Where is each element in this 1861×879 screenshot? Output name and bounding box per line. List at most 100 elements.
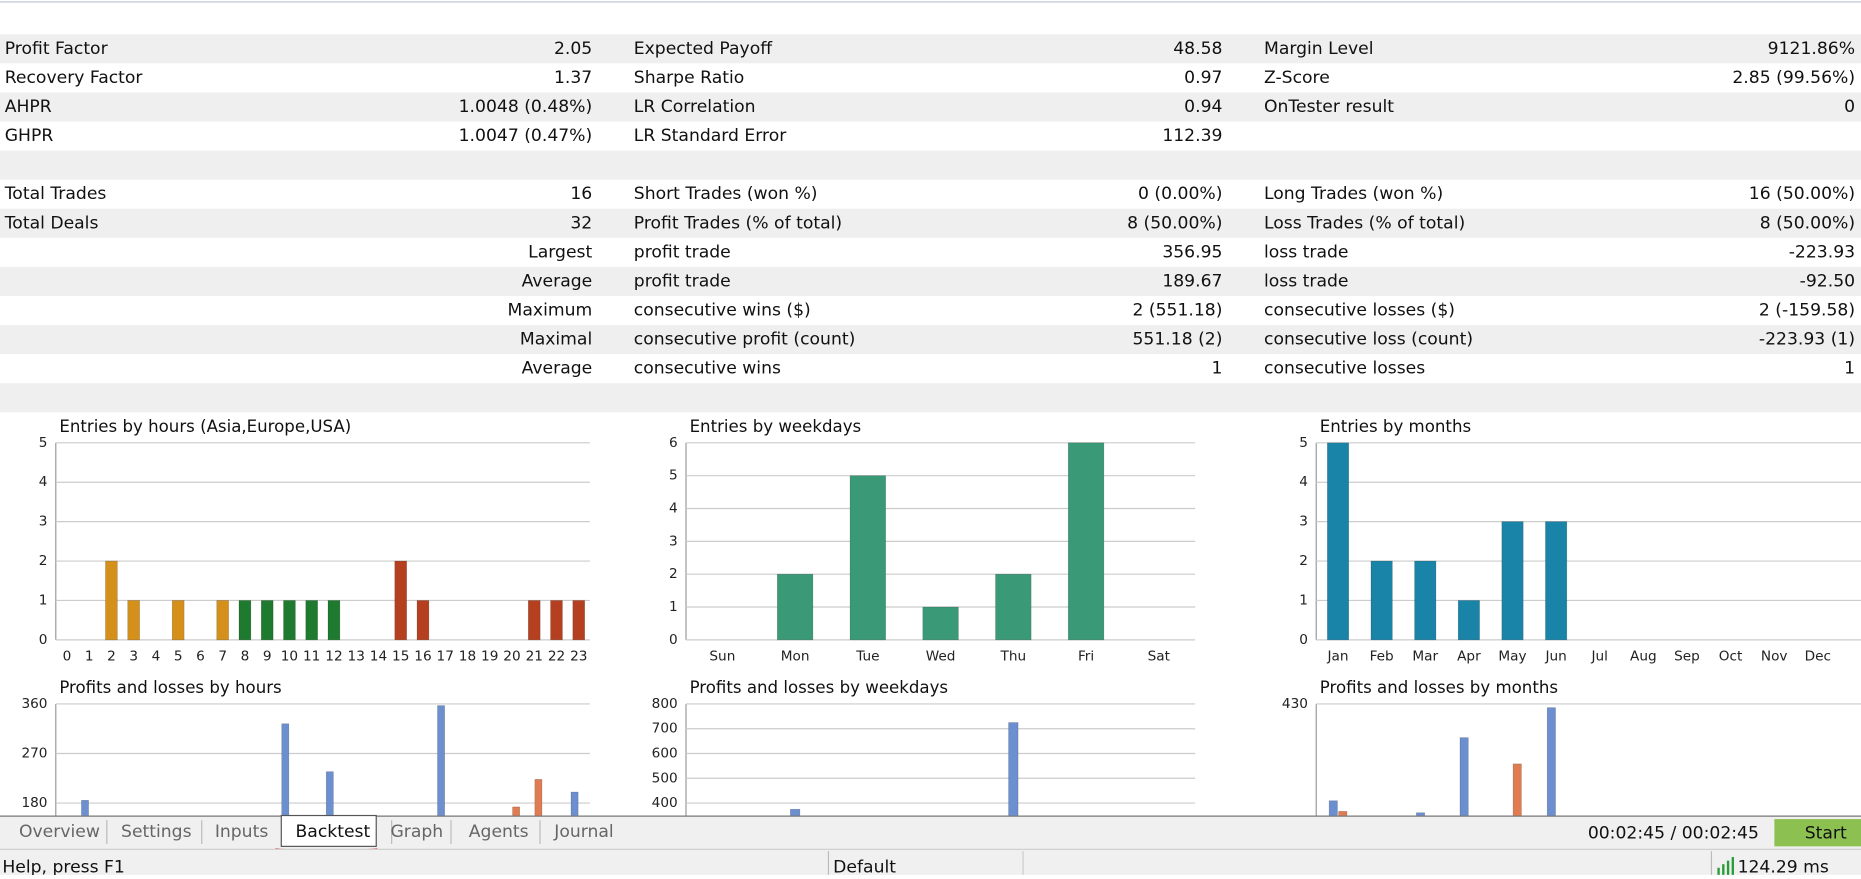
tab-label[interactable]: Overview xyxy=(19,822,100,842)
stat-cell: profit trade xyxy=(634,271,731,291)
bar xyxy=(1414,560,1437,641)
stat-cell: 1 xyxy=(1212,359,1223,379)
stat-cell: 9121.86% xyxy=(1768,39,1855,59)
x-tick-label: 8 xyxy=(241,648,250,664)
stat-cell: Margin Level xyxy=(1264,39,1374,59)
y-tick-label: 3 xyxy=(39,514,48,530)
stat-cell: Largest xyxy=(528,242,592,262)
y-tick-label: 3 xyxy=(1299,514,1308,530)
x-tick-label: Sun xyxy=(709,648,735,664)
chart: 400 500 600 700 800 xyxy=(652,696,1196,816)
bar xyxy=(105,560,118,641)
bar xyxy=(1327,442,1350,641)
y-tick-label: 500 xyxy=(652,770,678,786)
y-tick-label: 0 xyxy=(669,632,678,648)
stat-cell: 16 xyxy=(570,184,592,204)
x-tick-label: Wed xyxy=(926,648,956,664)
stat-cell: 1.37 xyxy=(554,68,592,88)
bar xyxy=(283,600,296,641)
tab-label[interactable]: Journal xyxy=(553,822,613,842)
stat-cell: Recovery Factor xyxy=(5,68,144,88)
bar xyxy=(416,600,430,641)
stat-cell: Maximum xyxy=(508,301,593,321)
x-tick-label: 14 xyxy=(370,648,387,664)
stat-cell: Average xyxy=(522,359,593,379)
x-tick-label: Aug xyxy=(1630,648,1657,664)
bar xyxy=(1067,442,1105,641)
stat-cell: 48.58 xyxy=(1173,39,1222,59)
x-tick-label: 22 xyxy=(548,648,565,664)
x-tick-label: 23 xyxy=(570,648,587,664)
y-tick-label: 5 xyxy=(1299,435,1308,451)
x-tick-label: 12 xyxy=(325,648,342,664)
x-tick-label: 2 xyxy=(107,648,116,664)
bar xyxy=(437,705,445,816)
bar xyxy=(1328,800,1338,816)
row-background xyxy=(0,383,1861,413)
bar xyxy=(570,791,579,816)
x-tick-label: Oct xyxy=(1719,648,1743,664)
stat-cell: LR Correlation xyxy=(634,97,756,117)
y-tick-label: 180 xyxy=(21,795,47,811)
y-tick-label: 4 xyxy=(1299,474,1308,490)
bar xyxy=(1008,722,1019,816)
tab-label[interactable]: Settings xyxy=(121,822,192,842)
stat-cell: OnTester result xyxy=(1264,97,1394,117)
tab-label[interactable]: Inputs xyxy=(215,822,269,842)
y-tick-label: 3 xyxy=(669,533,678,549)
x-tick-label: Apr xyxy=(1457,648,1481,664)
active-tab xyxy=(280,814,377,847)
chart-title: Profits and losses by months xyxy=(1320,678,1558,697)
start-button[interactable] xyxy=(1774,819,1861,847)
tab-label[interactable]: Backtest xyxy=(296,822,371,842)
stat-cell: 0 xyxy=(1844,97,1855,117)
x-tick-label: 5 xyxy=(174,648,183,664)
stat-cell: Profit Factor xyxy=(5,39,109,59)
timer: 00:02:45 / 00:02:45 xyxy=(1588,823,1759,843)
x-tick-label: 19 xyxy=(481,648,498,664)
tab-label[interactable]: Graph xyxy=(390,822,443,842)
stat-cell: 1 xyxy=(1844,359,1855,379)
x-tick-label: 3 xyxy=(129,648,138,664)
y-tick-label: 4 xyxy=(39,474,48,490)
x-tick-label: Thu xyxy=(1000,648,1027,664)
status-profile: Default xyxy=(833,858,896,875)
bar xyxy=(534,779,543,816)
bar xyxy=(238,600,252,641)
chart-title: Profits and losses by weekdays xyxy=(690,678,949,697)
row-background xyxy=(0,325,1861,355)
tab-label[interactable]: Agents xyxy=(469,822,529,842)
signal-icon xyxy=(1717,857,1735,875)
start-label[interactable]: Start xyxy=(1805,823,1847,843)
stat-cell: loss trade xyxy=(1264,271,1349,291)
chart: 0 1 2 3 4 5 6 Sun Mon Tue Wed Thu Fri Sat xyxy=(669,435,1196,664)
y-tick-label: 2 xyxy=(669,566,678,582)
stat-cell: Total Deals xyxy=(4,213,99,233)
x-tick-label: 10 xyxy=(281,648,298,664)
stat-cell: 2 (-159.58) xyxy=(1759,301,1855,321)
stat-cell: 112.39 xyxy=(1162,126,1222,146)
stat-cell: 356.95 xyxy=(1162,242,1222,262)
chart-title: Profits and losses by hours xyxy=(59,678,281,697)
bar xyxy=(922,606,959,641)
stat-cell: LR Standard Error xyxy=(634,126,787,146)
y-tick-label: 5 xyxy=(39,435,48,451)
stat-cell: 8 (50.00%) xyxy=(1127,213,1222,233)
stat-cell: -92.50 xyxy=(1800,271,1855,291)
x-tick-label: Sat xyxy=(1148,648,1171,664)
x-tick-label: Jan xyxy=(1327,648,1349,664)
row-background xyxy=(0,150,1861,180)
stat-cell: profit trade xyxy=(634,242,731,262)
chart: 180 270 360 xyxy=(21,696,590,816)
stat-cell: 0 (0.00%) xyxy=(1138,184,1222,204)
x-tick-label: May xyxy=(1498,648,1526,664)
y-tick-label: 270 xyxy=(21,746,47,762)
bar xyxy=(81,800,89,816)
status-ping: 124.29 ms xyxy=(1738,858,1829,875)
x-tick-label: 20 xyxy=(503,648,520,664)
stat-cell: Average xyxy=(522,271,593,291)
stat-cell: 0.94 xyxy=(1184,97,1222,117)
